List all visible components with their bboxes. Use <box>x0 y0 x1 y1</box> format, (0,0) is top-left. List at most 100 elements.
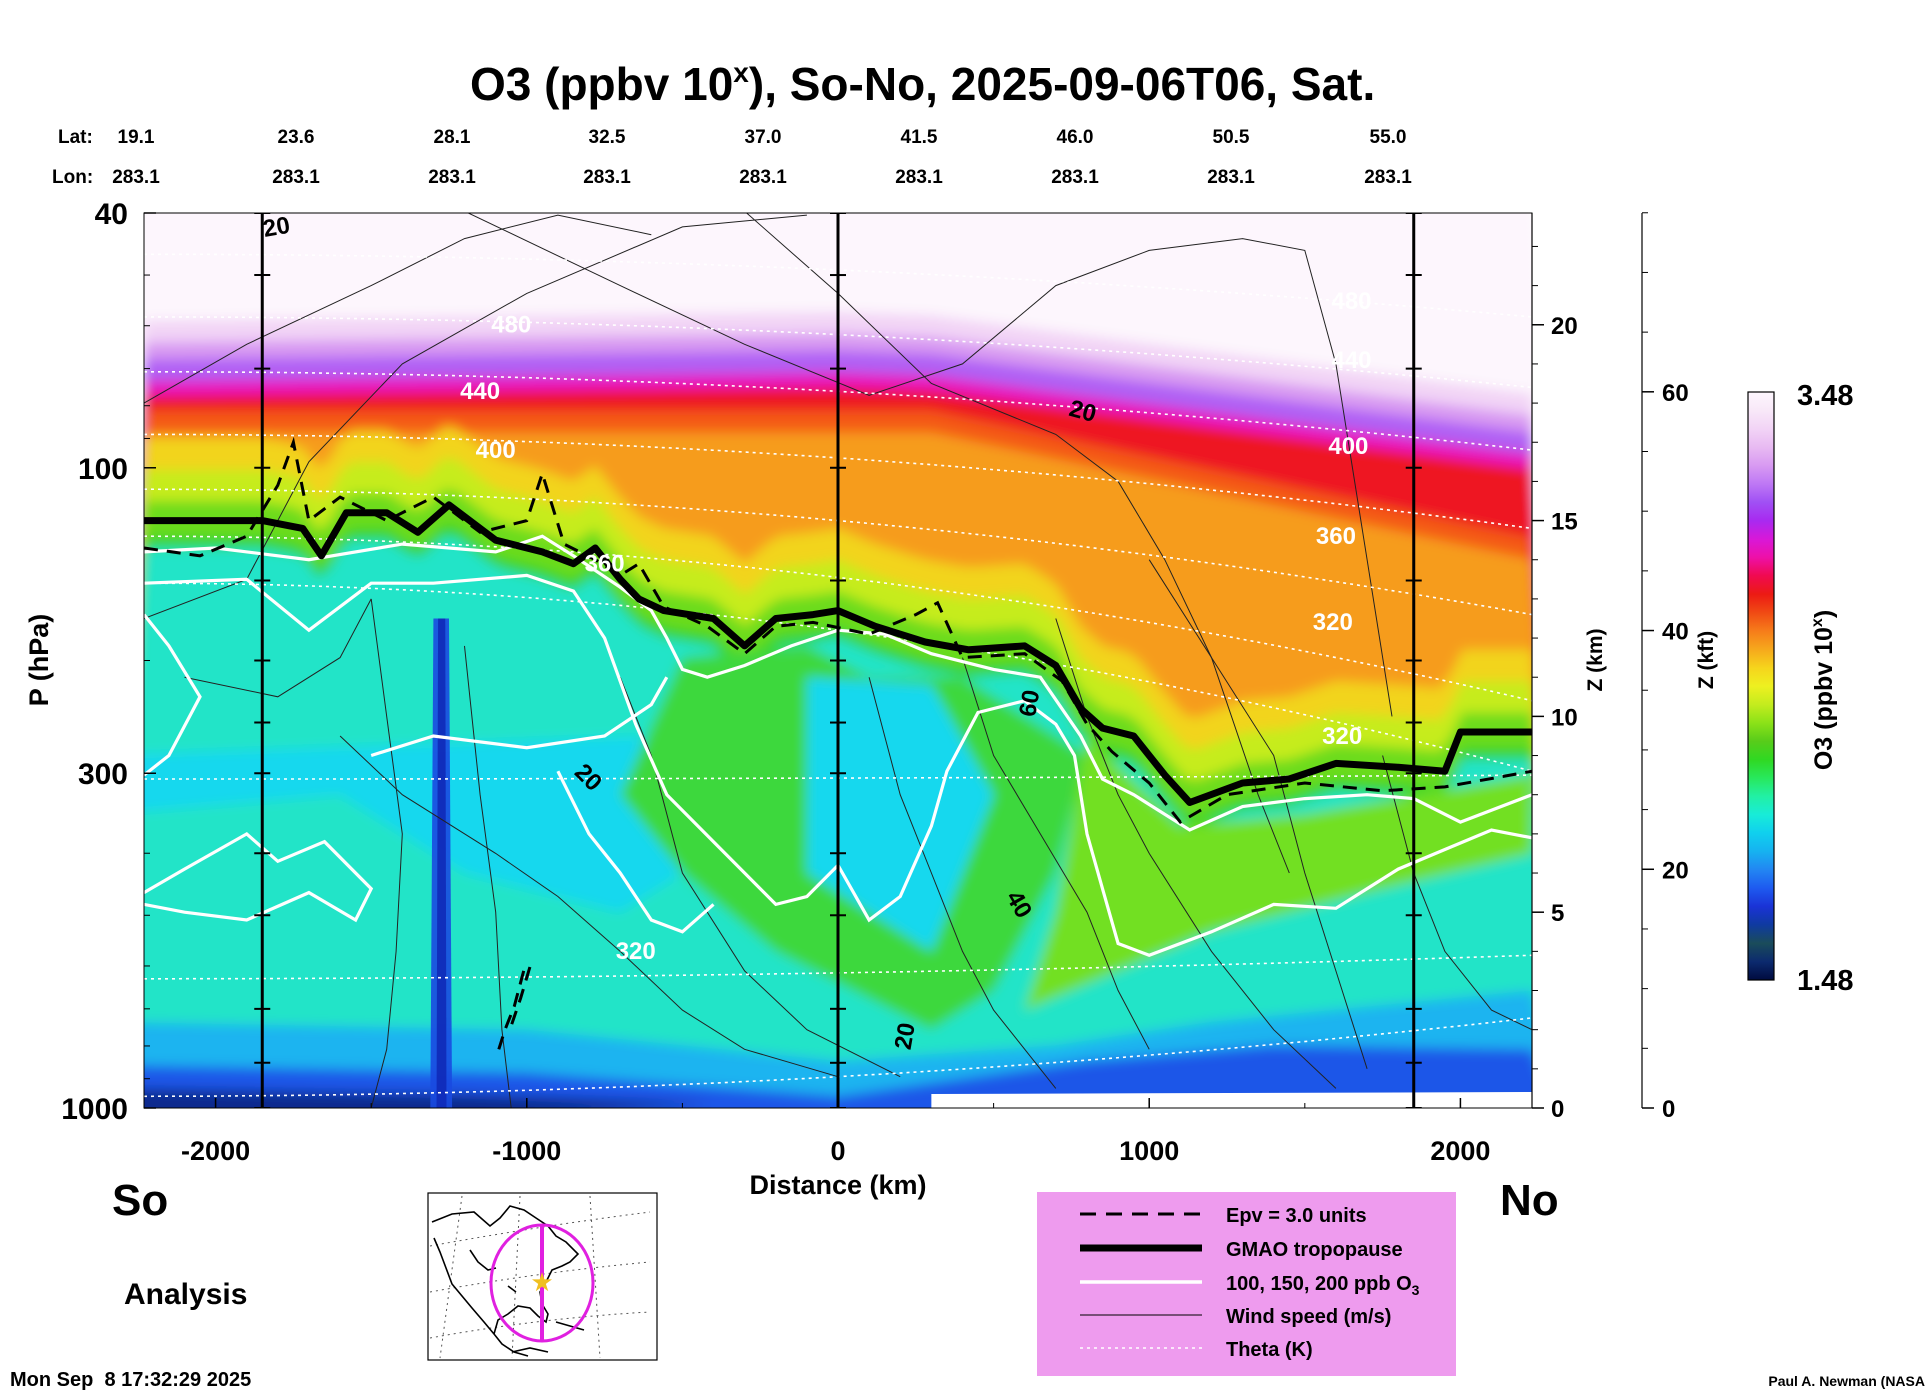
x-tick-label: 0 <box>830 1136 845 1166</box>
lat-value: 32.5 <box>589 127 626 148</box>
lat-value: 50.5 <box>1213 127 1250 148</box>
x-axis: -2000 -1000 0 1000 2000 <box>181 1098 1490 1166</box>
theta-label: 480 <box>491 312 531 339</box>
legend: Epv = 3.0 units GMAO tropopause 100, 150, … <box>1037 1192 1456 1376</box>
z-km-tick-label: 5 <box>1551 900 1564 927</box>
wind-label: 60 <box>1014 688 1045 719</box>
legend-label: Epv = 3.0 units <box>1226 1205 1367 1227</box>
north-label: No <box>1500 1176 1559 1225</box>
star-icon: ★ <box>530 1268 553 1298</box>
p-tick-label: 100 <box>78 453 128 486</box>
colorbar-min-label: 1.48 <box>1797 965 1853 997</box>
x-tick-label: -2000 <box>181 1136 250 1166</box>
legend-label: 100, 150, 200 ppb O3 <box>1226 1273 1420 1298</box>
wind-contour <box>144 214 652 404</box>
tropo-cyan-area <box>806 677 994 952</box>
lat-value: 19.1 <box>118 127 155 148</box>
tropopause-line <box>144 501 1532 806</box>
lower-dark-blue <box>144 1045 1532 1108</box>
z-kft-label: Z (kft) <box>1695 631 1718 689</box>
timestamp: Mon Sep 8 17:32:29 2025 <box>10 1369 251 1391</box>
theta-label: 320 <box>1322 723 1362 750</box>
z-kft-tick-label: 0 <box>1662 1096 1675 1123</box>
z-km-tick-label: 20 <box>1551 313 1578 340</box>
lat-lon-rows: 19.1 23.6 28.1 32.5 37.0 41.5 46.0 50.5 55.0 283.… <box>112 127 1412 188</box>
x-axis-label: Distance (km) <box>749 1170 926 1200</box>
plot-area: 4804404003603204804404003603203202020206… <box>144 212 1532 1108</box>
wind-contour <box>467 213 1393 717</box>
theta-contour <box>144 582 1532 772</box>
theta-label: 440 <box>460 378 500 405</box>
wind-contour <box>868 677 1057 1089</box>
lon-value: 283.1 <box>1364 167 1412 188</box>
p-tick-label: 300 <box>78 758 128 791</box>
low-ozone-column-core <box>436 618 447 1108</box>
lon-value: 283.1 <box>895 167 943 188</box>
lon-value: 283.1 <box>428 167 476 188</box>
station-vertical-lines <box>254 213 1422 1108</box>
theta-label: 440 <box>1331 347 1371 374</box>
lat-value: 28.1 <box>434 127 471 148</box>
lat-label: Lat: <box>58 127 93 148</box>
legend-label: GMAO tropopause <box>1226 1239 1403 1261</box>
ozone-low-level-features <box>430 618 1532 1108</box>
z-kft-tick-label: 40 <box>1662 619 1689 646</box>
legend-label: Wind speed (m/s) <box>1226 1306 1391 1328</box>
tropopause-path <box>144 501 1532 806</box>
z-kft-axis: 0 20 40 60 <box>1641 212 1689 1123</box>
theta-label: 360 <box>585 550 625 577</box>
wind-contour <box>1148 559 1368 1069</box>
x-tick-label: 2000 <box>1430 1136 1490 1166</box>
surface-mask <box>931 1092 1532 1108</box>
wind-contour <box>1382 755 1532 1031</box>
lat-value: 41.5 <box>901 127 938 148</box>
lon-value: 283.1 <box>112 167 160 188</box>
wind-contour <box>370 598 403 1108</box>
theta-label: 320 <box>616 938 656 965</box>
lon-label: Lon: <box>52 167 93 188</box>
z-kft-tick-label: 60 <box>1662 380 1689 407</box>
epv-contours <box>144 436 1532 1050</box>
theta-label: 320 <box>1313 609 1353 636</box>
ozone-ppb-contour <box>556 770 715 934</box>
legend-o3-subscript: 3 <box>1412 1282 1420 1298</box>
z-km-axis: 0 5 10 15 20 <box>1531 213 1578 1123</box>
wind-label: 20 <box>261 212 292 243</box>
lat-value: 46.0 <box>1057 127 1094 148</box>
wind-contour <box>184 598 372 698</box>
ozone-ppb-contour <box>144 831 374 923</box>
lon-value: 283.1 <box>739 167 787 188</box>
colorbar-title: O3 (ppbv 10x) <box>1809 610 1838 770</box>
z-kft-tick-label: 20 <box>1662 857 1689 884</box>
lat-value: 55.0 <box>1370 127 1407 148</box>
theta-label: 400 <box>476 437 516 464</box>
inset-map: ★ <box>427 1192 658 1361</box>
south-label: So <box>112 1176 168 1225</box>
theta-label: 400 <box>1328 433 1368 460</box>
wind-contour <box>962 657 1150 1050</box>
colorbar-max-label: 3.48 <box>1797 380 1853 412</box>
surface-navy <box>144 1089 714 1108</box>
legend-label: Theta (K) <box>1226 1339 1313 1361</box>
ozone-ppb-contour <box>370 676 669 758</box>
z-km-tick-label: 15 <box>1551 509 1578 536</box>
epv-contour <box>497 970 526 1050</box>
chart-title: O3 (ppbv 10x), So-No, 2025-09-06T06, Sat… <box>470 57 1375 110</box>
z-km-tick-label: 0 <box>1551 1096 1564 1123</box>
z-km-label: Z (km) <box>1584 629 1607 692</box>
credit: Paul A. Newman (NASA <box>1768 1373 1925 1389</box>
z-km-tick-label: 10 <box>1551 704 1578 731</box>
wind-label: 20 <box>890 1021 921 1052</box>
epv-contour <box>509 966 532 1027</box>
p-tick-label: 1000 <box>61 1093 128 1126</box>
pressure-axis: 1000 300 100 40 <box>61 198 156 1126</box>
lon-value: 283.1 <box>1051 167 1099 188</box>
lat-value: 37.0 <box>745 127 782 148</box>
wind-contour <box>619 677 901 1078</box>
colorbar: 3.48 1.48 O3 (ppbv 10x) <box>1747 380 1853 997</box>
x-tick-label: 1000 <box>1119 1136 1179 1166</box>
coastline-north-america <box>431 1205 585 1357</box>
ozone-ppb-contours <box>144 534 1532 958</box>
lon-value: 283.1 <box>1207 167 1255 188</box>
